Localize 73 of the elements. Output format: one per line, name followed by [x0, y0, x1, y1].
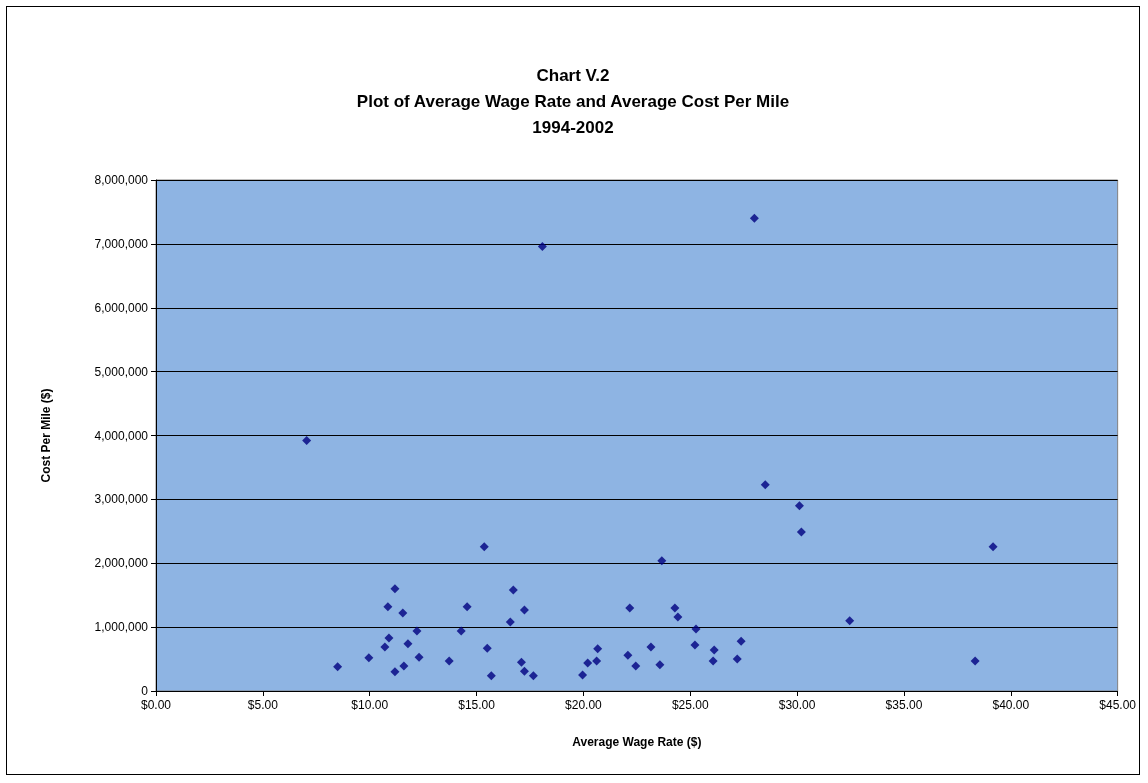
x-tick-label: $0.00	[140, 698, 172, 712]
point	[657, 556, 667, 566]
point	[516, 657, 526, 667]
point	[412, 626, 422, 636]
point	[593, 644, 603, 654]
point	[364, 653, 374, 663]
y-tick-label: 2,000,000	[94, 556, 149, 571]
point	[383, 602, 393, 612]
y-tick-label: 0	[141, 684, 149, 698]
point	[519, 666, 529, 676]
point	[988, 542, 998, 552]
point	[794, 501, 804, 511]
x-tick-label: $25.00	[671, 698, 709, 712]
x-tick-label: $5.00	[247, 698, 279, 712]
point	[333, 662, 343, 672]
point	[592, 656, 602, 666]
point	[760, 480, 770, 490]
point	[673, 612, 683, 622]
point	[398, 608, 408, 618]
point	[845, 616, 855, 626]
point	[631, 661, 641, 671]
x-tick-label: $40.00	[992, 698, 1030, 712]
point	[462, 602, 472, 612]
x-tick-label: $30.00	[778, 698, 816, 712]
y-tick-label: 4,000,000	[94, 428, 149, 443]
y-axis-title: Cost Per Mile ($)	[39, 388, 53, 483]
point	[390, 584, 400, 594]
x-tick-label: $35.00	[885, 698, 923, 712]
point	[691, 624, 701, 634]
point	[670, 603, 680, 613]
point	[508, 585, 518, 595]
point	[970, 656, 980, 666]
point	[505, 617, 515, 627]
x-tick-label: $10.00	[351, 698, 389, 712]
point	[537, 241, 547, 251]
point	[736, 636, 746, 646]
point	[690, 640, 700, 650]
point	[646, 642, 656, 652]
y-tick-label: 1,000,000	[94, 620, 149, 635]
point	[390, 667, 400, 677]
chart-title: Chart V.2 Plot of Average Wage Rate and Average Cost Per Mile 1994-2002	[356, 65, 790, 137]
y-tick-label: 6,000,000	[94, 300, 149, 315]
y-tick-label: 8,000,000	[94, 173, 149, 187]
point	[578, 670, 588, 680]
point	[655, 660, 665, 670]
point	[625, 603, 635, 613]
point	[486, 671, 496, 681]
point	[456, 626, 466, 636]
y-tick-label: 5,000,000	[94, 364, 149, 379]
x-axis-title: Average Wage Rate ($)	[572, 735, 702, 749]
point	[623, 650, 633, 660]
point	[519, 605, 529, 615]
point	[399, 661, 409, 671]
point	[302, 436, 312, 446]
point	[384, 633, 394, 643]
point	[380, 642, 390, 652]
x-tick-label: $20.00	[565, 698, 603, 712]
point	[528, 671, 538, 681]
point	[709, 645, 719, 655]
y-tick-label: 7,000,000	[94, 236, 149, 251]
point	[583, 658, 593, 668]
y-tick-label: 3,000,000	[94, 492, 149, 507]
point	[414, 652, 424, 662]
point	[479, 542, 489, 552]
point	[444, 656, 454, 666]
x-tick-label: $45.00	[1099, 698, 1137, 712]
x-tick-label: $15.00	[458, 698, 496, 712]
point	[732, 654, 742, 664]
point	[403, 639, 413, 649]
point	[482, 643, 492, 653]
point	[708, 656, 718, 666]
point	[749, 213, 759, 223]
point	[796, 527, 806, 537]
